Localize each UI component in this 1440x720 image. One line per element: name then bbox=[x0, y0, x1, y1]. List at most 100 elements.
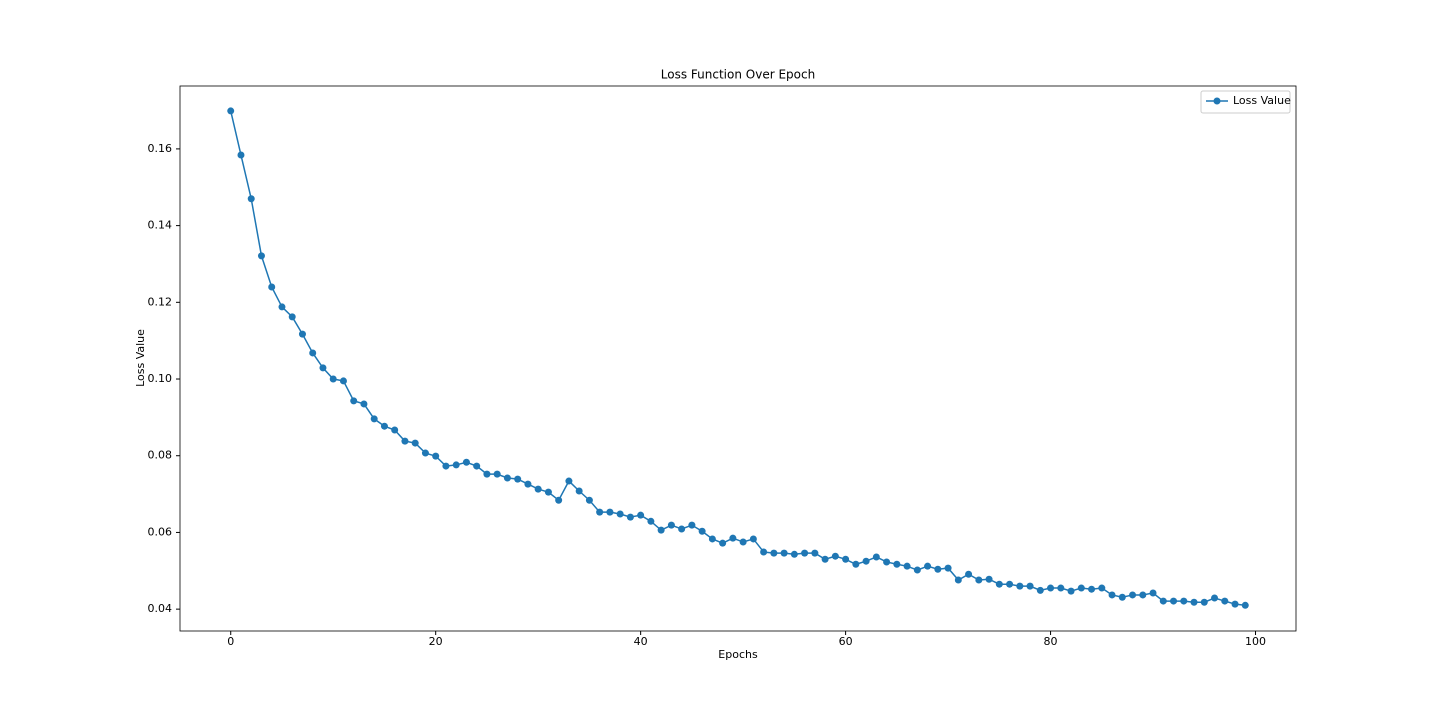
chart-title: Loss Function Over Epoch bbox=[661, 68, 815, 82]
x-tick-label: 60 bbox=[839, 635, 853, 648]
point bbox=[421, 449, 429, 457]
point bbox=[1221, 597, 1229, 605]
point bbox=[575, 487, 583, 495]
x-tick-label: 20 bbox=[429, 635, 443, 648]
point bbox=[995, 580, 1003, 588]
series-line bbox=[229, 110, 1246, 607]
point bbox=[1129, 591, 1137, 599]
y-tick-label: 0.04 bbox=[148, 602, 173, 615]
point bbox=[319, 364, 327, 372]
point bbox=[616, 510, 624, 518]
y-axis-label: Loss Value bbox=[134, 329, 147, 387]
point bbox=[1067, 587, 1075, 595]
point bbox=[729, 534, 737, 542]
point bbox=[596, 508, 604, 516]
point bbox=[637, 511, 645, 519]
point bbox=[965, 570, 973, 578]
y-tick-label: 0.06 bbox=[148, 525, 173, 538]
y-tick-label: 0.10 bbox=[148, 372, 173, 385]
point bbox=[883, 558, 891, 566]
point bbox=[708, 535, 716, 543]
point bbox=[1190, 598, 1198, 606]
point bbox=[452, 461, 460, 469]
point bbox=[872, 553, 880, 561]
x-tick-label: 80 bbox=[1044, 635, 1058, 648]
point bbox=[760, 548, 768, 556]
point bbox=[893, 560, 901, 568]
point bbox=[842, 555, 850, 563]
point bbox=[442, 462, 450, 470]
point bbox=[257, 252, 265, 260]
point bbox=[1241, 601, 1249, 609]
point bbox=[1036, 586, 1044, 594]
point bbox=[698, 527, 706, 535]
point bbox=[657, 526, 665, 534]
point bbox=[473, 462, 481, 470]
point bbox=[678, 525, 686, 533]
x-tick-label: 40 bbox=[634, 635, 648, 648]
point bbox=[432, 452, 440, 460]
point bbox=[647, 517, 655, 525]
point bbox=[811, 549, 819, 557]
point bbox=[975, 576, 983, 584]
legend-label: Loss Value bbox=[1233, 94, 1291, 107]
point bbox=[1057, 584, 1065, 592]
point bbox=[360, 400, 368, 408]
point bbox=[483, 470, 491, 478]
point bbox=[1016, 582, 1024, 590]
point bbox=[544, 488, 552, 496]
point bbox=[1047, 584, 1055, 592]
point bbox=[555, 496, 563, 504]
point bbox=[688, 521, 696, 529]
point bbox=[719, 539, 727, 547]
point bbox=[493, 470, 501, 478]
point bbox=[401, 437, 409, 445]
point bbox=[954, 576, 962, 584]
point bbox=[380, 422, 388, 430]
point bbox=[227, 107, 235, 115]
point bbox=[268, 283, 276, 291]
x-tick-label: 100 bbox=[1245, 635, 1266, 648]
point bbox=[585, 496, 593, 504]
point bbox=[370, 415, 378, 423]
point bbox=[1088, 585, 1096, 593]
point bbox=[780, 549, 788, 557]
point bbox=[790, 550, 798, 558]
point bbox=[1170, 597, 1178, 605]
point bbox=[503, 474, 511, 482]
point bbox=[309, 349, 317, 357]
point bbox=[1118, 593, 1126, 601]
point bbox=[329, 375, 337, 383]
x-tick-label: 0 bbox=[227, 635, 234, 648]
point bbox=[534, 485, 542, 493]
point bbox=[1159, 597, 1167, 605]
point bbox=[524, 480, 532, 488]
point bbox=[298, 330, 306, 338]
y-tick-label: 0.08 bbox=[148, 449, 173, 462]
point bbox=[1211, 594, 1219, 602]
point bbox=[237, 151, 245, 159]
point bbox=[626, 513, 634, 521]
point bbox=[247, 195, 255, 203]
point bbox=[770, 549, 778, 557]
x-axis-label: Epochs bbox=[718, 648, 758, 661]
point bbox=[1200, 598, 1208, 606]
point bbox=[288, 313, 296, 321]
point bbox=[667, 521, 675, 529]
point bbox=[1149, 589, 1157, 597]
point bbox=[278, 303, 286, 311]
point bbox=[985, 575, 993, 583]
point bbox=[514, 475, 522, 483]
point bbox=[462, 458, 470, 466]
point bbox=[1077, 584, 1085, 592]
point bbox=[350, 397, 358, 405]
point bbox=[852, 560, 860, 568]
y-tick-label: 0.16 bbox=[148, 142, 173, 155]
point bbox=[801, 549, 809, 557]
point bbox=[411, 439, 419, 447]
point bbox=[913, 566, 921, 574]
point bbox=[862, 557, 870, 565]
point bbox=[1026, 582, 1034, 590]
y-tick-label: 0.12 bbox=[148, 295, 173, 308]
